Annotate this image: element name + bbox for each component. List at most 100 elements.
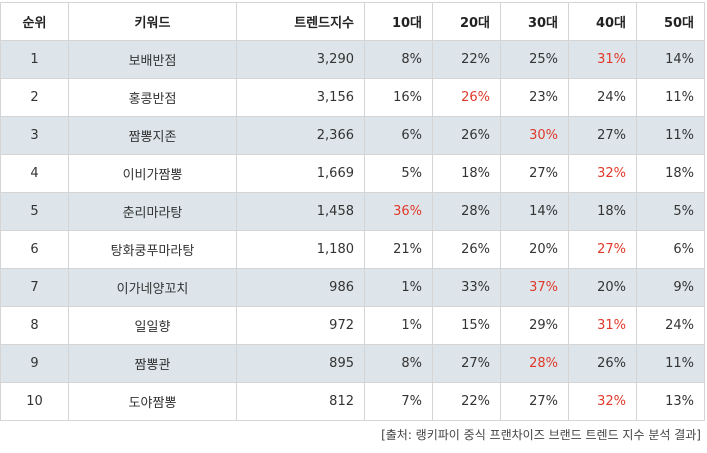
age-20s-cell: 27% [432, 344, 501, 383]
header-age-40s: 40대 [568, 2, 637, 41]
age-40s-cell: 24% [568, 78, 637, 117]
age-40s-cell: 27% [568, 230, 637, 269]
header-age-30s: 30대 [500, 2, 569, 41]
table-row: 3 짬뽕지존 2,366 6% 26% 30% 27% 11% [0, 116, 705, 155]
age-30s-cell: 20% [500, 230, 569, 269]
age-10s-cell: 5% [364, 154, 433, 193]
age-10s-cell: 8% [364, 344, 433, 383]
age-10s-cell: 36% [364, 192, 433, 231]
rank-cell: 2 [0, 78, 69, 117]
keyword-cell: 이가네양꼬치 [68, 268, 237, 307]
header-trend: 트렌드지수 [236, 2, 365, 41]
age-10s-cell: 16% [364, 78, 433, 117]
trend-index-cell: 972 [236, 306, 365, 345]
age-20s-cell: 28% [432, 192, 501, 231]
table-row: 7 이가네양꼬치 986 1% 33% 37% 20% 9% [0, 268, 705, 307]
age-50s-cell: 18% [636, 154, 705, 193]
age-20s-cell: 26% [432, 78, 501, 117]
rank-cell: 8 [0, 306, 69, 345]
rank-cell: 10 [0, 382, 69, 421]
header-keyword: 키워드 [68, 2, 237, 41]
table-row: 4 이비가짬뽕 1,669 5% 18% 27% 32% 18% [0, 154, 705, 193]
age-10s-cell: 6% [364, 116, 433, 155]
age-40s-cell: 31% [568, 40, 637, 79]
header-age-10s: 10대 [364, 2, 433, 41]
age-40s-cell: 27% [568, 116, 637, 155]
age-50s-cell: 11% [636, 116, 705, 155]
keyword-cell: 짬뽕관 [68, 344, 237, 383]
age-30s-cell: 14% [500, 192, 569, 231]
age-30s-cell: 37% [500, 268, 569, 307]
trend-index-cell: 1,669 [236, 154, 365, 193]
age-30s-cell: 30% [500, 116, 569, 155]
keyword-cell: 홍콩반점 [68, 78, 237, 117]
age-50s-cell: 11% [636, 78, 705, 117]
trend-index-cell: 1,180 [236, 230, 365, 269]
rank-cell: 4 [0, 154, 69, 193]
age-50s-cell: 24% [636, 306, 705, 345]
age-20s-cell: 22% [432, 40, 501, 79]
table-body: 1 보배반점 3,290 8% 22% 25% 31% 14% 2 홍콩반점 3,156 16% 26%… [0, 40, 705, 421]
age-20s-cell: 33% [432, 268, 501, 307]
rank-cell: 6 [0, 230, 69, 269]
keyword-cell: 이비가짬뽕 [68, 154, 237, 193]
trend-index-cell: 895 [236, 344, 365, 383]
trend-index-cell: 3,290 [236, 40, 365, 79]
table-row: 2 홍콩반점 3,156 16% 26% 23% 24% 11% [0, 78, 705, 117]
age-30s-cell: 23% [500, 78, 569, 117]
table-row: 10 도야짬뽕 812 7% 22% 27% 32% 13% [0, 382, 705, 421]
header-age-50s: 50대 [636, 2, 705, 41]
age-50s-cell: 13% [636, 382, 705, 421]
age-50s-cell: 9% [636, 268, 705, 307]
age-30s-cell: 28% [500, 344, 569, 383]
keyword-cell: 짬뽕지존 [68, 116, 237, 155]
age-40s-cell: 32% [568, 154, 637, 193]
age-40s-cell: 31% [568, 306, 637, 345]
keyword-cell: 춘리마라탕 [68, 192, 237, 231]
header-row: 순위 키워드 트렌드지수 10대 20대 30대 40대 50대 [0, 2, 705, 41]
trend-index-cell: 986 [236, 268, 365, 307]
header-rank: 순위 [0, 2, 69, 41]
age-20s-cell: 15% [432, 306, 501, 345]
trend-index-cell: 2,366 [236, 116, 365, 155]
age-30s-cell: 27% [500, 382, 569, 421]
age-10s-cell: 21% [364, 230, 433, 269]
trend-index-cell: 3,156 [236, 78, 365, 117]
age-40s-cell: 20% [568, 268, 637, 307]
age-50s-cell: 11% [636, 344, 705, 383]
age-20s-cell: 22% [432, 382, 501, 421]
age-30s-cell: 25% [500, 40, 569, 79]
brand-trend-table: 순위 키워드 트렌드지수 10대 20대 30대 40대 50대 1 보배반점 3,… [0, 2, 705, 421]
rank-cell: 3 [0, 116, 69, 155]
rank-cell: 1 [0, 40, 69, 79]
age-40s-cell: 32% [568, 382, 637, 421]
table-row: 5 춘리마라탕 1,458 36% 28% 14% 18% 5% [0, 192, 705, 231]
age-30s-cell: 29% [500, 306, 569, 345]
age-20s-cell: 26% [432, 116, 501, 155]
age-50s-cell: 5% [636, 192, 705, 231]
table-row: 1 보배반점 3,290 8% 22% 25% 31% 14% [0, 40, 705, 79]
header-age-20s: 20대 [432, 2, 501, 41]
age-10s-cell: 1% [364, 268, 433, 307]
age-40s-cell: 26% [568, 344, 637, 383]
age-50s-cell: 6% [636, 230, 705, 269]
age-20s-cell: 26% [432, 230, 501, 269]
table-row: 9 짬뽕관 895 8% 27% 28% 26% 11% [0, 344, 705, 383]
age-30s-cell: 27% [500, 154, 569, 193]
age-10s-cell: 7% [364, 382, 433, 421]
age-20s-cell: 18% [432, 154, 501, 193]
table-row: 6 탕화쿵푸마라탕 1,180 21% 26% 20% 27% 6% [0, 230, 705, 269]
rank-cell: 9 [0, 344, 69, 383]
age-10s-cell: 8% [364, 40, 433, 79]
rank-cell: 5 [0, 192, 69, 231]
age-50s-cell: 14% [636, 40, 705, 79]
source-caption: [출처: 랭키파이 중식 프랜차이즈 브랜드 트렌드 지수 분석 결과] [381, 428, 701, 442]
keyword-cell: 탕화쿵푸마라탕 [68, 230, 237, 269]
rank-cell: 7 [0, 268, 69, 307]
age-40s-cell: 18% [568, 192, 637, 231]
keyword-cell: 도야짬뽕 [68, 382, 237, 421]
table-row: 8 일일향 972 1% 15% 29% 31% 24% [0, 306, 705, 345]
keyword-cell: 일일향 [68, 306, 237, 345]
keyword-cell: 보배반점 [68, 40, 237, 79]
